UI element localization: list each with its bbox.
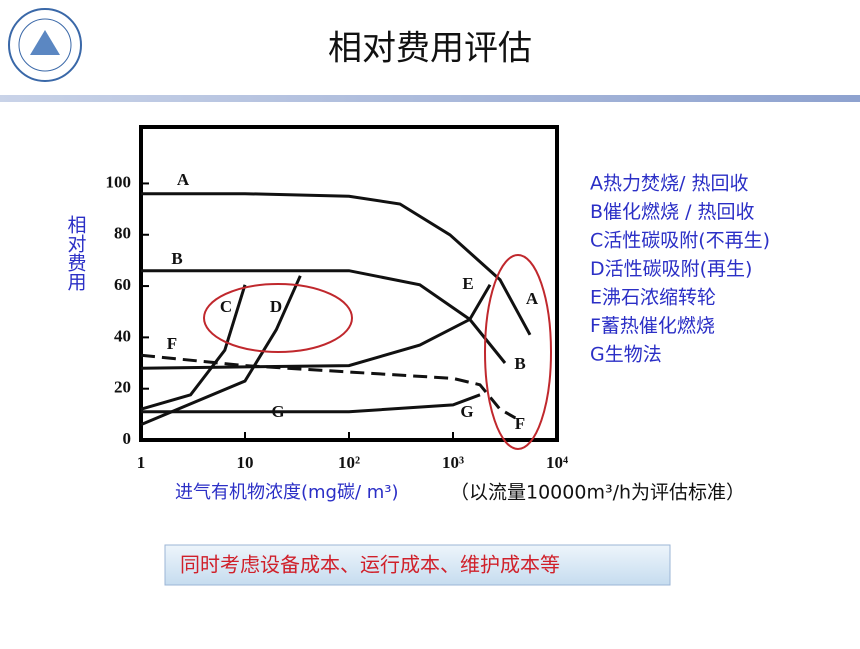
- series-line: [141, 192, 532, 336]
- curve-label: A: [526, 289, 539, 308]
- curve-label: B: [514, 354, 525, 373]
- series-line: [141, 269, 507, 364]
- y-tick-label: 100: [106, 172, 132, 191]
- curve-label: F: [515, 414, 525, 433]
- series-line: [141, 393, 481, 414]
- curve-label: B: [171, 249, 182, 268]
- description: F蓄热催化燃烧: [590, 315, 715, 337]
- header-bar: [0, 95, 860, 102]
- y-tick-label: 40: [114, 326, 131, 345]
- description: D活性碳吸附(再生): [590, 258, 752, 280]
- curve-label: G: [460, 402, 473, 421]
- curve-label: C: [220, 297, 232, 316]
- callout-text: 同时考虑设备成本、运行成本、维护成本等: [180, 553, 560, 577]
- descriptions: A热力焚烧/ 热回收 B催化燃烧 / 热回收 C活性碳吸附(不再生) D活性碳吸附(再…: [590, 173, 770, 366]
- y-tick-label: 0: [123, 429, 132, 448]
- logo: [8, 8, 82, 82]
- plot-area: 0 20 40 60 80 100 1 10 10² 10³ 10⁴ A A B B C D E F F G G: [106, 170, 569, 472]
- description: C活性碳吸附(不再生): [590, 230, 770, 252]
- x-axis-title: 进气有机物浓度(mg碳/ m³): [175, 482, 399, 503]
- y-tick-label: 80: [114, 224, 131, 243]
- x-tick-label: 10: [237, 453, 254, 472]
- callout-box: [164, 544, 671, 586]
- description: B催化燃烧 / 热回收: [590, 201, 755, 223]
- curve-label: A: [177, 170, 190, 189]
- x-tick-label: 1: [137, 453, 146, 472]
- description: G生物法: [590, 344, 662, 366]
- curve-label: F: [167, 334, 177, 353]
- series-line: [140, 275, 302, 426]
- description: E沸石浓缩转轮: [590, 287, 716, 309]
- x-tick-label: 10³: [442, 453, 464, 472]
- y-axis-title: 相对费用: [65, 215, 87, 291]
- slide-title: 相对费用评估: [328, 29, 532, 69]
- x-axis-note: （以流量10000m³/h为评估标准）: [450, 482, 745, 504]
- highlight-ellipse: [203, 283, 353, 353]
- y-tick-label: 20: [114, 378, 131, 397]
- x-tick-label: 10⁴: [546, 453, 568, 472]
- x-tick-label: 10²: [338, 453, 360, 472]
- series-line: [140, 284, 247, 411]
- description: A热力焚烧/ 热回收: [590, 173, 748, 195]
- highlight-ellipse: [484, 254, 552, 450]
- y-tick-label: 60: [114, 275, 131, 294]
- curve-label: G: [271, 402, 284, 421]
- curve-label: E: [462, 274, 473, 293]
- curve-label: D: [270, 297, 282, 316]
